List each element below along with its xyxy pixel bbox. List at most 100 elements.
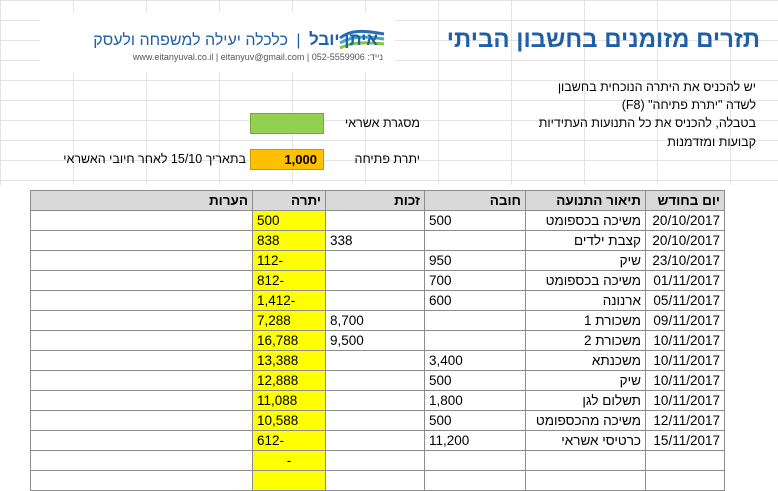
cell-notes[interactable] [30,210,253,231]
header-description[interactable]: תיאור התנועה [525,190,646,211]
cell-notes[interactable] [30,370,253,391]
cell-balance[interactable]: 7,288 [252,310,326,331]
cell-notes[interactable] [30,230,253,251]
cell-debit[interactable]: 700 [424,270,526,291]
cell-description[interactable] [525,470,646,491]
cell-description[interactable]: משכנתא [525,350,646,371]
cell-description[interactable]: משכורת 1 [525,310,646,331]
cell-debit[interactable] [424,450,526,471]
cell-date[interactable]: 10/11/2017 [645,350,725,371]
cell-credit[interactable]: 9,500 [325,330,425,351]
cell-date[interactable]: 01/11/2017 [645,270,725,291]
cell-notes[interactable] [30,270,253,291]
cell-credit[interactable] [325,350,425,371]
cell-date[interactable]: 10/11/2017 [645,390,725,411]
cell-credit[interactable] [325,210,425,231]
opening-balance-value: 1,000 [284,152,317,167]
cell-debit[interactable]: 950 [424,250,526,271]
cell-debit[interactable]: 3,400 [424,350,526,371]
cell-debit[interactable]: 11,200 [424,430,526,451]
cell-debit[interactable] [424,470,526,491]
cell-balance[interactable]: 10,588 [252,410,326,431]
cell-date[interactable] [645,450,725,471]
brand-contact: נייד: 052-5559906 | www.eitanyuval.co.il… [132,52,383,62]
instruction-line-3: בטבלה, להכניס את כל התנועות העתידיות [538,116,756,130]
cell-credit[interactable] [325,370,425,391]
cell-date[interactable]: 23/10/2017 [645,250,725,271]
cell-balance[interactable]: 500 [252,210,326,231]
header-date[interactable]: יום בחודש [645,190,725,211]
table-row: 15/11/2017 כרטיסי אשראי 11,200 -612 [30,430,725,451]
cell-debit[interactable] [424,330,526,351]
header-notes[interactable]: הערות [30,190,253,211]
cell-debit[interactable]: 1,800 [424,390,526,411]
cell-notes[interactable] [30,310,253,331]
cell-balance[interactable]: -1,412 [252,290,326,311]
cell-date[interactable]: 10/11/2017 [645,370,725,391]
cell-date[interactable]: 05/11/2017 [645,290,725,311]
cell-date[interactable]: 10/11/2017 [645,330,725,351]
cell-notes[interactable] [30,470,253,491]
cell-date[interactable]: 20/10/2017 [645,230,725,251]
credit-frame-cell[interactable] [250,113,324,134]
cell-description[interactable]: כרטיסי אשראי [525,430,646,451]
cell-debit[interactable]: 500 [424,210,526,231]
cell-notes[interactable] [30,430,253,451]
cell-credit[interactable] [325,430,425,451]
cell-date[interactable] [645,470,725,491]
cell-balance[interactable]: 16,788 [252,330,326,351]
cell-credit[interactable] [325,410,425,431]
cell-description[interactable]: משיכה מהכספומט [525,410,646,431]
cell-balance[interactable]: 12,888 [252,370,326,391]
cell-balance[interactable]: -112 [252,250,326,271]
cell-debit[interactable] [424,230,526,251]
cell-credit[interactable] [325,250,425,271]
cell-description[interactable] [525,450,646,471]
cell-description[interactable]: משיכה בכספומט [525,210,646,231]
cell-notes[interactable] [30,410,253,431]
cell-date[interactable]: 15/11/2017 [645,430,725,451]
cell-notes[interactable] [30,290,253,311]
cell-notes[interactable] [30,390,253,411]
cell-credit[interactable]: 8,700 [325,310,425,331]
table-row: 10/11/2017 משכנתא 3,400 13,388 [30,350,725,371]
cell-credit[interactable]: 338 [325,230,425,251]
cell-balance[interactable]: 13,388 [252,350,326,371]
cell-credit[interactable] [325,270,425,291]
cell-balance[interactable]: -612 [252,430,326,451]
cell-description[interactable]: משיכה בכספומט [525,270,646,291]
cell-description[interactable]: משכורת 2 [525,330,646,351]
cell-debit[interactable] [424,310,526,331]
cell-date[interactable]: 09/11/2017 [645,310,725,331]
cell-debit[interactable]: 600 [424,290,526,311]
cell-description[interactable]: שיק [525,370,646,391]
cell-description[interactable]: שיק [525,250,646,271]
cell-description[interactable]: קצבת ילדים [525,230,646,251]
cell-notes[interactable] [30,350,253,371]
cell-credit[interactable] [325,390,425,411]
cell-debit[interactable]: 500 [424,370,526,391]
cell-date[interactable]: 20/10/2017 [645,210,725,231]
cell-description[interactable]: ארנונה [525,290,646,311]
table-row: 01/11/2017 משיכה בכספומט 700 -812 [30,270,725,291]
cell-balance[interactable]: 11,088 [252,390,326,411]
cell-credit[interactable] [325,470,425,491]
cell-balance[interactable] [252,470,326,491]
cell-notes[interactable] [30,250,253,271]
cell-debit[interactable]: 500 [424,410,526,431]
cashflow-table: יום בחודש תיאור התנועה חובה זכות יתרה הע… [30,190,725,491]
cell-credit[interactable] [325,450,425,471]
cell-notes[interactable] [30,330,253,351]
cell-date[interactable]: 12/11/2017 [645,410,725,431]
instruction-line-4: קבועות ומזדמנות [667,135,756,149]
cell-credit[interactable] [325,290,425,311]
opening-balance-cell[interactable]: 1,000 [250,149,324,170]
cell-notes[interactable] [30,450,253,471]
header-balance[interactable]: יתרה [252,190,326,211]
cell-balance[interactable]: -812 [252,270,326,291]
cell-balance[interactable]: - [252,450,326,471]
cell-description[interactable]: תשלום לגן [525,390,646,411]
cell-balance[interactable]: 838 [252,230,326,251]
header-debit[interactable]: חובה [424,190,526,211]
header-credit[interactable]: זכות [325,190,425,211]
